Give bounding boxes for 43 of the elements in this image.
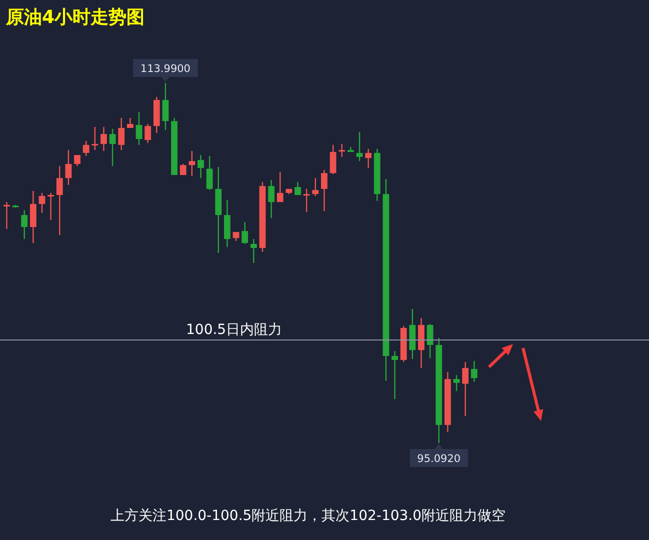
candlestick <box>312 177 319 197</box>
candlestick <box>198 154 204 179</box>
candlestick <box>242 221 248 245</box>
ref-line-label: 100.5日内阻力 <box>186 322 282 338</box>
candlestick <box>100 126 107 152</box>
candlestick <box>224 199 230 248</box>
text: 上方关注100.0-100.5附近阻力，其次102-103.0附近阻力做空 <box>110 508 506 524</box>
candlestick <box>162 82 169 131</box>
candlestick <box>30 190 36 244</box>
candlestick <box>82 140 90 157</box>
candlestick <box>303 188 310 213</box>
annotation: 95.0920 <box>417 453 461 465</box>
candlestick <box>392 350 398 400</box>
candlestick <box>21 209 28 240</box>
candlestick <box>109 128 116 167</box>
candlestick <box>92 126 98 151</box>
candlestick <box>426 323 434 359</box>
candlestick <box>276 171 284 203</box>
candlestick <box>48 192 54 221</box>
candlestick <box>338 143 346 158</box>
annotation: 113.9900 <box>140 63 191 75</box>
candlestick <box>294 181 301 196</box>
candlestick <box>330 144 336 175</box>
candlestick <box>56 165 63 236</box>
candlestick <box>453 374 460 392</box>
candlestick <box>74 154 80 167</box>
candlestick <box>268 179 274 219</box>
candlestick <box>136 111 142 146</box>
candlestick <box>188 150 196 177</box>
candlestick <box>38 192 46 214</box>
candlestick <box>126 117 134 129</box>
candlestick <box>118 117 125 151</box>
chart-title: 原油4小时走势图 <box>5 7 145 28</box>
candlestick <box>4 201 10 230</box>
candlestick <box>365 148 372 169</box>
candlestick <box>321 169 328 212</box>
candlestick <box>206 155 213 191</box>
candlestick <box>462 361 469 417</box>
candlestick <box>356 131 363 162</box>
candlestick <box>470 360 478 382</box>
candlestick <box>144 123 152 144</box>
candlestick <box>250 238 257 264</box>
candlestick <box>65 149 72 186</box>
